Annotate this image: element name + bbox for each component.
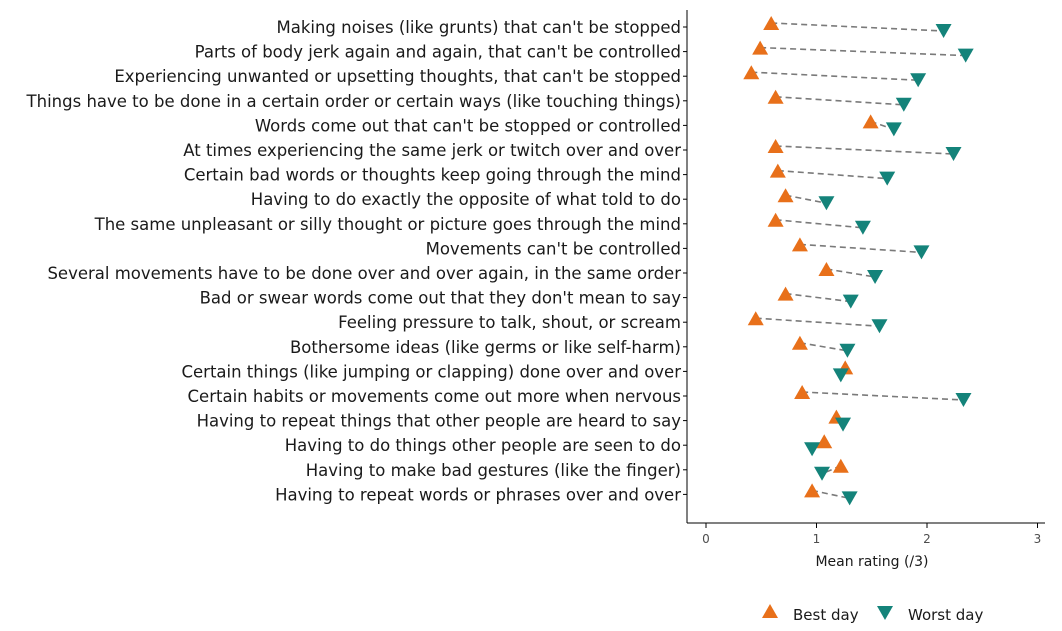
category-label: The same unpleasant or silly thought or … xyxy=(94,215,681,234)
x-tick-label: 3 xyxy=(1034,532,1042,546)
axes xyxy=(686,10,1045,524)
legend-worst-day-marker xyxy=(877,606,893,620)
best-day-marker xyxy=(804,483,821,498)
markers xyxy=(743,16,974,506)
worst-day-marker xyxy=(804,442,821,457)
category-label: Parts of body jerk again and again, that… xyxy=(195,43,681,62)
best-day-marker xyxy=(769,163,786,178)
legend-best-day-label: Best day xyxy=(793,606,859,624)
worst-day-marker xyxy=(835,417,852,432)
connector-line xyxy=(775,219,863,229)
category-label: At times experiencing the same jerk or t… xyxy=(183,141,681,160)
category-label: Having to repeat words or phrases over a… xyxy=(275,485,681,504)
x-tick-label: 0 xyxy=(702,532,710,546)
worst-day-marker xyxy=(854,220,871,235)
worst-day-marker xyxy=(910,73,927,88)
connector-line xyxy=(775,145,954,155)
connector-line xyxy=(826,268,876,278)
best-day-marker xyxy=(777,286,794,301)
category-label: Several movements have to be done over a… xyxy=(47,264,681,283)
legend: Best day Worst day xyxy=(762,604,983,624)
best-day-marker xyxy=(752,40,769,55)
best-day-marker xyxy=(832,458,849,473)
category-label: Certain habits or movements come out mor… xyxy=(188,387,681,406)
worst-day-marker xyxy=(913,245,930,260)
category-label: Experiencing unwanted or upsetting thoug… xyxy=(114,67,681,86)
worst-day-marker xyxy=(839,343,856,358)
worst-day-marker xyxy=(832,368,849,383)
category-label: Words come out that can't be stopped or … xyxy=(255,116,681,135)
best-day-marker xyxy=(818,262,835,276)
best-day-marker xyxy=(862,114,879,129)
category-label: Bad or swear words come out that they do… xyxy=(200,289,682,308)
connector-line xyxy=(760,46,966,57)
category-label: Having to do exactly the opposite of wha… xyxy=(251,190,681,209)
x-tick-label: 2 xyxy=(923,532,931,546)
x-tick-label: 1 xyxy=(813,532,821,546)
category-label: Certain things (like jumping or clapping… xyxy=(181,362,681,381)
best-day-marker xyxy=(791,335,808,350)
best-day-marker xyxy=(777,188,794,203)
connector-line xyxy=(777,169,888,180)
x-axis-title: Mean rating (/3) xyxy=(815,554,928,570)
worst-day-marker xyxy=(867,270,884,284)
category-label: Things have to be done in a certain orde… xyxy=(26,92,681,111)
category-label: Having to make bad gestures (like the fi… xyxy=(306,461,681,480)
category-label: Movements can't be controlled xyxy=(426,239,681,258)
connector-line xyxy=(751,71,919,81)
best-day-marker xyxy=(791,237,808,252)
best-day-marker xyxy=(767,212,784,227)
x-ticks: 0 1 2 3 xyxy=(702,523,1041,546)
legend-best-day-marker xyxy=(762,604,778,618)
worst-day-marker xyxy=(945,147,962,161)
connector-line xyxy=(755,317,880,327)
category-label: Having to repeat things that other peopl… xyxy=(197,412,682,431)
worst-day-marker xyxy=(957,48,974,63)
connector-lines xyxy=(751,22,966,500)
best-day-marker xyxy=(743,65,760,80)
worst-day-marker xyxy=(885,122,902,137)
category-label: Bothersome ideas (like germs or like sel… xyxy=(290,338,681,357)
best-day-marker xyxy=(763,16,780,30)
worst-day-marker xyxy=(842,294,859,309)
legend-worst-day-label: Worst day xyxy=(908,606,983,624)
category-label: Feeling pressure to talk, shout, or scre… xyxy=(338,313,681,332)
worst-day-marker xyxy=(818,196,835,211)
best-day-marker xyxy=(816,434,833,449)
worst-day-marker xyxy=(814,466,831,481)
connector-line xyxy=(799,243,922,254)
category-labels: Making noises (like grunts) that can't b… xyxy=(26,18,687,504)
worst-day-marker xyxy=(879,171,896,186)
worst-day-marker xyxy=(871,319,888,334)
connector-line xyxy=(802,391,964,401)
best-day-marker xyxy=(747,311,764,326)
worst-day-marker xyxy=(841,491,858,506)
best-day-marker xyxy=(794,385,811,399)
category-label: Making noises (like grunts) that can't b… xyxy=(276,18,681,37)
best-day-marker xyxy=(767,89,784,104)
worst-day-marker xyxy=(955,393,972,407)
category-label: Having to do things other people are see… xyxy=(285,436,681,455)
connector-line xyxy=(775,96,904,106)
worst-day-marker xyxy=(895,97,912,112)
connector-line xyxy=(785,292,851,303)
connector-line xyxy=(785,194,827,204)
worst-day-marker xyxy=(935,24,952,38)
connector-line xyxy=(799,342,848,352)
connector-line xyxy=(811,489,850,500)
connector-line xyxy=(771,22,944,32)
best-day-marker xyxy=(767,139,784,153)
category-label: Certain bad words or thoughts keep going… xyxy=(184,166,681,185)
